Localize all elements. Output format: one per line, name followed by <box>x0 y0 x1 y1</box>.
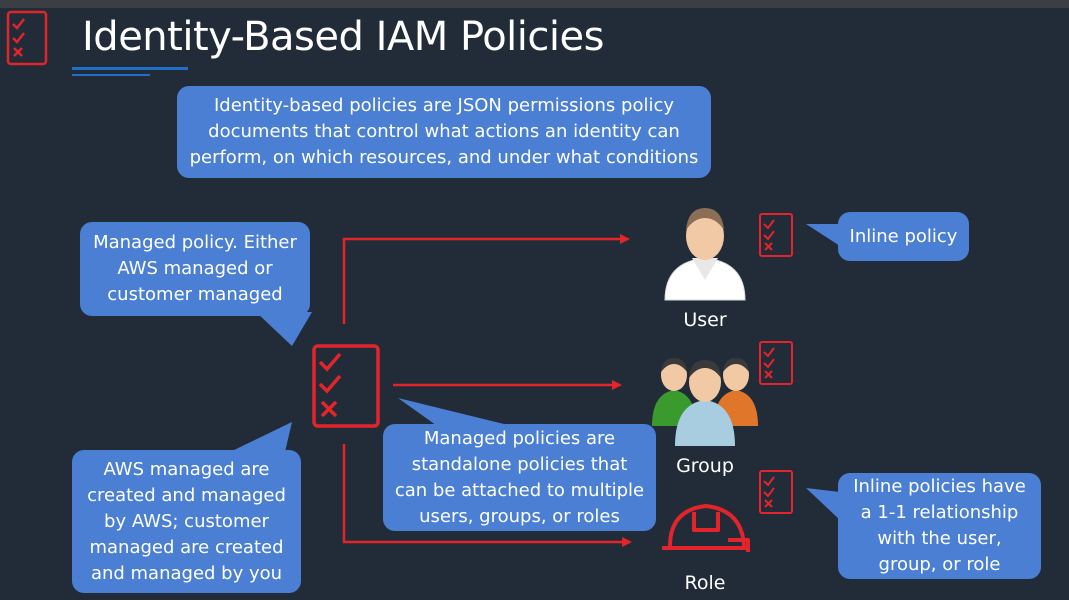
title-underline <box>72 67 188 70</box>
managed-policy-text: Managed policy. Either AWS managed or cu… <box>93 232 297 305</box>
standalone-callout: Managed policies are standalone policies… <box>383 424 656 531</box>
definition-text: Identity-based policies are JSON permiss… <box>189 95 699 168</box>
title-underline-short <box>72 74 150 76</box>
user-icon <box>664 208 746 301</box>
inline-relationship-callout-tail <box>806 488 840 520</box>
top-bar <box>0 0 1069 8</box>
managed-policy-icon <box>312 344 380 428</box>
user-inline-policy-icon <box>759 213 793 257</box>
title-policy-icon <box>6 10 48 66</box>
standalone-callout-tail <box>398 398 520 428</box>
inline-policy-text: Inline policy <box>849 225 958 247</box>
inline-relationship-text: Inline policies have a 1-1 relationship … <box>853 476 1026 575</box>
arrow-to-user <box>342 234 630 324</box>
inline-policy-callout: Inline policy <box>838 212 969 261</box>
managed-callout-tail <box>256 312 312 346</box>
user-label: User <box>683 309 727 331</box>
role-label: Role <box>684 572 726 594</box>
attachment-arrows <box>342 234 632 547</box>
group-label: Group <box>676 455 734 477</box>
arrow-to-role <box>342 444 632 547</box>
page-title: Identity-Based IAM Policies <box>82 14 604 60</box>
definition-callout: Identity-based policies are JSON permiss… <box>177 86 711 178</box>
group-inline-policy-icon <box>759 341 793 385</box>
aws-managed-callout: AWS managed are created and managed by A… <box>72 450 301 593</box>
standalone-text: Managed policies are standalone policies… <box>394 427 645 527</box>
aws-managed-callout-tail <box>230 422 292 452</box>
inline-relationship-callout: Inline policies have a 1-1 relationship … <box>838 473 1041 579</box>
managed-policy-callout: Managed policy. Either AWS managed or cu… <box>80 222 310 316</box>
group-icon <box>652 358 758 446</box>
role-inline-policy-icon <box>759 470 793 514</box>
aws-managed-text: AWS managed are created and managed by A… <box>87 458 286 584</box>
inline-callout-tail <box>806 224 840 246</box>
role-hardhat-icon <box>662 504 750 552</box>
